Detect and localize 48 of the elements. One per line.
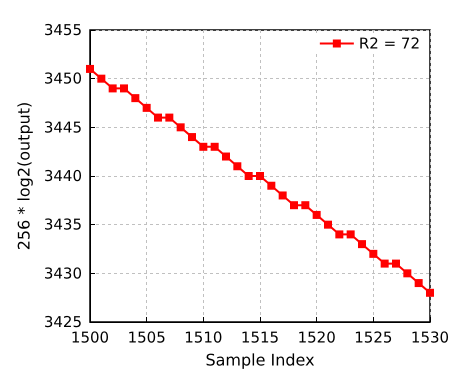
point xyxy=(256,172,264,180)
x-axis-title: Sample Index xyxy=(205,350,315,370)
point xyxy=(380,260,389,268)
point xyxy=(142,104,151,112)
y-axis-title: 256 * log2(output) xyxy=(14,102,34,250)
y-tick-label: 3455 xyxy=(44,21,82,39)
point xyxy=(426,288,434,297)
point xyxy=(188,133,196,142)
y-tick-label: 3430 xyxy=(44,264,82,282)
y-tick-label: 3440 xyxy=(44,167,82,185)
x-tick-label: 1510 xyxy=(184,328,222,346)
y-tick-label: 3450 xyxy=(44,70,82,88)
point xyxy=(120,84,128,92)
point xyxy=(86,64,94,73)
point xyxy=(312,210,321,219)
point xyxy=(165,114,174,122)
y-tick-label: 3435 xyxy=(44,216,82,234)
point xyxy=(176,123,185,132)
x-tick-label: 1520 xyxy=(298,328,336,346)
point xyxy=(233,162,242,170)
x-tick-label: 1505 xyxy=(128,328,166,346)
point xyxy=(403,269,412,278)
point xyxy=(290,201,298,210)
x-tick-label: 1530 xyxy=(410,328,450,346)
point xyxy=(301,201,310,210)
point xyxy=(346,230,355,238)
point xyxy=(131,94,140,102)
point xyxy=(267,182,276,190)
point xyxy=(369,250,378,258)
y-tick-label: 3445 xyxy=(44,118,82,136)
point xyxy=(335,230,344,238)
point xyxy=(154,114,162,122)
x-tick-label: 1515 xyxy=(240,328,280,346)
point xyxy=(358,240,366,248)
x-tick-label: 1500 xyxy=(70,328,110,346)
point xyxy=(324,220,332,229)
legend-label: R2 = 72 xyxy=(358,34,420,52)
point xyxy=(97,74,106,83)
point xyxy=(244,172,253,180)
point xyxy=(278,191,287,200)
point xyxy=(210,142,219,151)
point xyxy=(414,279,423,288)
point xyxy=(199,142,208,151)
point xyxy=(392,260,400,268)
point xyxy=(108,84,117,92)
point xyxy=(222,152,230,161)
y-tick-label: 3425 xyxy=(44,313,82,331)
x-tick-label: 1525 xyxy=(354,328,392,346)
